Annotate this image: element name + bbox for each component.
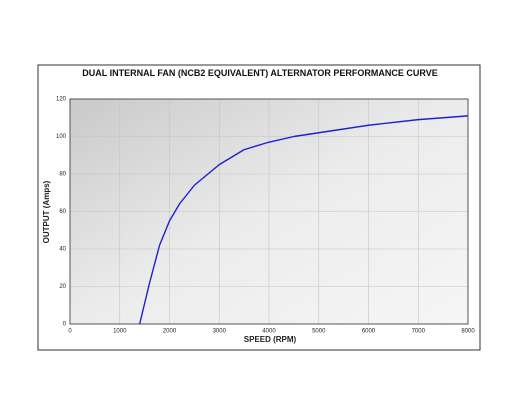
x-tick-label: 8000 bbox=[461, 329, 475, 335]
x-tick-label: 6000 bbox=[362, 329, 376, 335]
x-tick-label: 0 bbox=[68, 329, 72, 335]
x-tick-label: 3000 bbox=[213, 329, 227, 335]
x-tick-label: 1000 bbox=[113, 329, 127, 335]
x-axis-title: SPEED (RPM) bbox=[244, 335, 297, 344]
y-axis-title: OUTPUT (Amps) bbox=[42, 180, 51, 243]
y-tick-label: 40 bbox=[59, 247, 66, 253]
y-tick-label: 20 bbox=[59, 284, 66, 290]
y-tick-label: 120 bbox=[56, 97, 67, 103]
x-tick-label: 4000 bbox=[262, 329, 276, 335]
chart-title: DUAL INTERNAL FAN (NCB2 EQUIVALENT) ALTE… bbox=[82, 68, 438, 78]
x-tick-label: 7000 bbox=[412, 329, 426, 335]
y-tick-label: 0 bbox=[63, 322, 67, 328]
y-tick-label: 80 bbox=[59, 172, 66, 178]
x-tick-label: 2000 bbox=[163, 329, 177, 335]
data-line bbox=[138, 115, 469, 325]
x-tick-label: 5000 bbox=[312, 329, 326, 335]
y-tick-label: 60 bbox=[59, 209, 66, 215]
y-tick-label: 100 bbox=[56, 134, 67, 140]
plot-border bbox=[69, 98, 469, 325]
